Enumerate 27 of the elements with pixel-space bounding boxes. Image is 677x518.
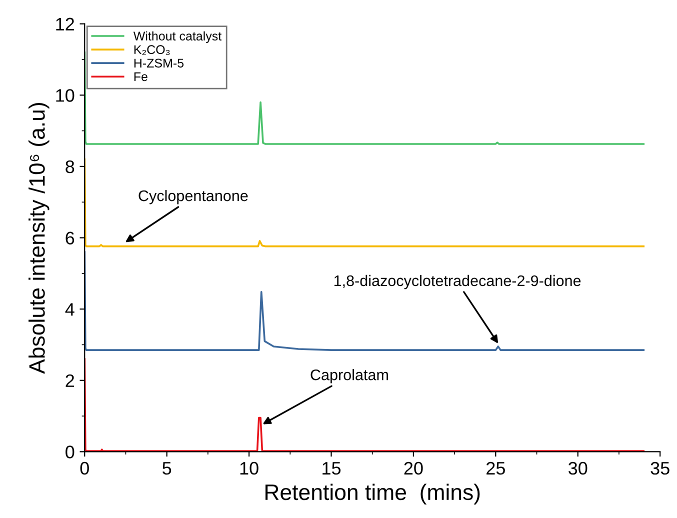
x-tick-label: 35 xyxy=(650,462,670,475)
y-tick-label: 2 xyxy=(66,374,74,387)
x-tick-label: 25 xyxy=(486,462,505,475)
x-tick-label: 30 xyxy=(568,462,588,475)
legend-label: H-ZSM-5 xyxy=(134,58,184,68)
legend-label: K₂CO₃ xyxy=(134,45,170,56)
y-tick-label: 12 xyxy=(56,18,74,30)
x-axis-title: Retention time (mins) xyxy=(266,484,480,505)
x-tick-label: 15 xyxy=(322,462,341,475)
x-tick-label: 10 xyxy=(240,462,258,475)
line-series xyxy=(84,358,645,452)
legend-label: Without catalyst xyxy=(133,31,222,43)
line-series xyxy=(84,158,645,248)
y-tick-label: 4 xyxy=(65,303,74,316)
annotation: Cyclopentanone xyxy=(138,190,248,204)
annotation: Caprolatam xyxy=(310,369,388,384)
x-tick-label: 20 xyxy=(404,462,423,475)
y-tick-label: 8 xyxy=(66,160,74,174)
annotation: 1,8-diazocyclotetradecane-2-9-dione xyxy=(334,274,581,290)
x-tick-label: 0 xyxy=(80,462,89,475)
x-tick-label: 5 xyxy=(162,462,172,475)
y-axis-title: Absolute intensity /10⁶ (a.u) xyxy=(28,103,50,374)
y-tick-label: 0 xyxy=(66,446,74,458)
line-series xyxy=(84,251,645,351)
y-tick-label: 10 xyxy=(56,89,74,102)
legend-label: Fe xyxy=(134,72,148,82)
y-tick-label: 6 xyxy=(66,232,74,244)
